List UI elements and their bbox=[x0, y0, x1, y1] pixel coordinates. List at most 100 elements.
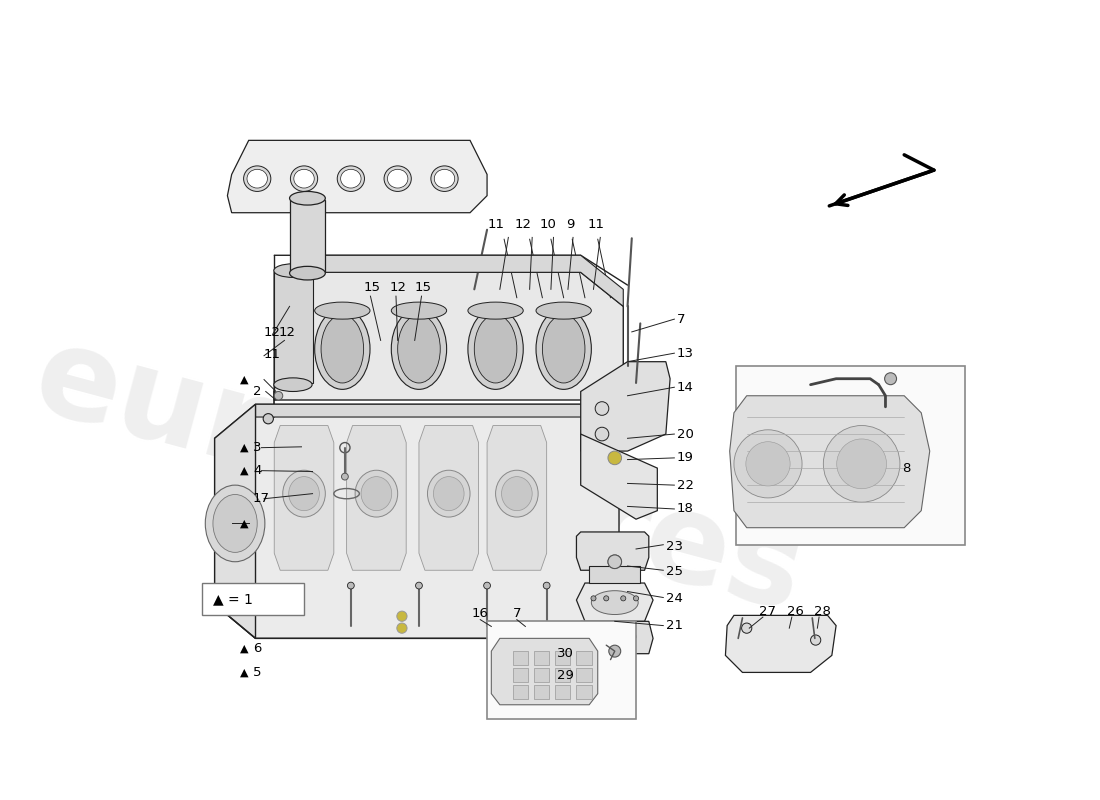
Ellipse shape bbox=[823, 426, 900, 502]
Ellipse shape bbox=[608, 555, 622, 569]
Ellipse shape bbox=[474, 315, 517, 383]
Text: 17: 17 bbox=[253, 492, 270, 506]
Text: 11: 11 bbox=[487, 218, 504, 231]
Text: 3: 3 bbox=[253, 441, 262, 454]
Ellipse shape bbox=[341, 170, 361, 188]
Ellipse shape bbox=[591, 596, 596, 601]
Ellipse shape bbox=[361, 477, 392, 510]
Ellipse shape bbox=[274, 391, 283, 400]
Ellipse shape bbox=[294, 170, 315, 188]
Bar bbox=[487, 622, 636, 719]
Text: 27: 27 bbox=[759, 605, 777, 618]
Bar bbox=[576, 685, 592, 699]
Text: 12: 12 bbox=[263, 326, 280, 339]
Ellipse shape bbox=[213, 494, 257, 552]
Text: 23: 23 bbox=[666, 540, 683, 553]
Ellipse shape bbox=[608, 451, 622, 465]
Ellipse shape bbox=[288, 477, 319, 510]
Polygon shape bbox=[576, 583, 653, 622]
Text: 4: 4 bbox=[253, 464, 262, 477]
Bar bbox=[513, 668, 528, 682]
Bar bbox=[513, 685, 528, 699]
Text: 12: 12 bbox=[389, 281, 406, 294]
Text: 7: 7 bbox=[513, 607, 521, 620]
Ellipse shape bbox=[502, 477, 532, 510]
Ellipse shape bbox=[397, 623, 407, 634]
Text: ▲ = 1: ▲ = 1 bbox=[213, 592, 253, 606]
Ellipse shape bbox=[398, 315, 440, 383]
Ellipse shape bbox=[263, 414, 274, 424]
Text: 11: 11 bbox=[587, 218, 605, 231]
Ellipse shape bbox=[468, 302, 524, 319]
Text: 9: 9 bbox=[566, 218, 574, 231]
Ellipse shape bbox=[348, 582, 354, 589]
Polygon shape bbox=[492, 638, 597, 705]
Text: 24: 24 bbox=[666, 592, 683, 605]
Text: 12: 12 bbox=[278, 326, 296, 339]
Text: 25: 25 bbox=[666, 566, 683, 578]
Text: 7: 7 bbox=[676, 313, 685, 326]
Text: 20: 20 bbox=[676, 427, 694, 441]
Ellipse shape bbox=[536, 302, 592, 319]
Ellipse shape bbox=[392, 309, 447, 390]
Polygon shape bbox=[729, 396, 930, 528]
Text: 10: 10 bbox=[540, 218, 557, 231]
Text: 14: 14 bbox=[676, 381, 694, 394]
Text: 29: 29 bbox=[557, 670, 574, 682]
Ellipse shape bbox=[243, 166, 271, 191]
Text: 15: 15 bbox=[415, 281, 431, 294]
Ellipse shape bbox=[595, 427, 608, 441]
Text: 12: 12 bbox=[515, 218, 531, 231]
Bar bbox=[556, 685, 571, 699]
Ellipse shape bbox=[734, 430, 802, 498]
Bar bbox=[736, 366, 966, 545]
Polygon shape bbox=[289, 200, 326, 272]
Polygon shape bbox=[214, 404, 619, 638]
Ellipse shape bbox=[274, 378, 312, 391]
Ellipse shape bbox=[387, 170, 408, 188]
Polygon shape bbox=[228, 140, 487, 213]
Text: 8: 8 bbox=[902, 462, 911, 474]
Ellipse shape bbox=[434, 170, 454, 188]
Polygon shape bbox=[346, 426, 406, 570]
Text: ▲: ▲ bbox=[240, 374, 249, 385]
Ellipse shape bbox=[468, 309, 524, 390]
Polygon shape bbox=[576, 622, 653, 654]
Ellipse shape bbox=[274, 264, 312, 278]
Ellipse shape bbox=[355, 470, 398, 517]
Text: 6: 6 bbox=[253, 642, 262, 655]
Bar bbox=[534, 668, 549, 682]
Text: 18: 18 bbox=[676, 502, 694, 515]
Polygon shape bbox=[725, 615, 836, 673]
Bar bbox=[576, 668, 592, 682]
Ellipse shape bbox=[341, 474, 349, 480]
Text: 15: 15 bbox=[364, 281, 381, 294]
Ellipse shape bbox=[837, 439, 887, 489]
Ellipse shape bbox=[290, 166, 318, 191]
Text: 13: 13 bbox=[676, 346, 694, 360]
Ellipse shape bbox=[741, 623, 751, 634]
Polygon shape bbox=[590, 566, 640, 583]
Text: ▲: ▲ bbox=[240, 442, 249, 453]
Text: 28: 28 bbox=[814, 605, 830, 618]
Text: 26: 26 bbox=[786, 605, 804, 618]
Bar bbox=[576, 651, 592, 665]
Polygon shape bbox=[214, 404, 255, 638]
Ellipse shape bbox=[206, 485, 265, 562]
Bar bbox=[202, 583, 304, 615]
Text: a passion for parts since 1985: a passion for parts since 1985 bbox=[212, 502, 625, 638]
Polygon shape bbox=[419, 426, 478, 570]
Ellipse shape bbox=[594, 627, 636, 646]
Ellipse shape bbox=[608, 645, 620, 657]
Text: eurospares: eurospares bbox=[22, 316, 816, 638]
Text: 16: 16 bbox=[472, 607, 488, 620]
Polygon shape bbox=[576, 532, 649, 570]
Ellipse shape bbox=[634, 596, 639, 601]
Polygon shape bbox=[274, 272, 624, 434]
Ellipse shape bbox=[542, 315, 585, 383]
Ellipse shape bbox=[543, 582, 550, 589]
Text: ▲: ▲ bbox=[240, 518, 249, 529]
Bar bbox=[556, 668, 571, 682]
Ellipse shape bbox=[746, 442, 790, 486]
Text: 19: 19 bbox=[676, 451, 694, 464]
